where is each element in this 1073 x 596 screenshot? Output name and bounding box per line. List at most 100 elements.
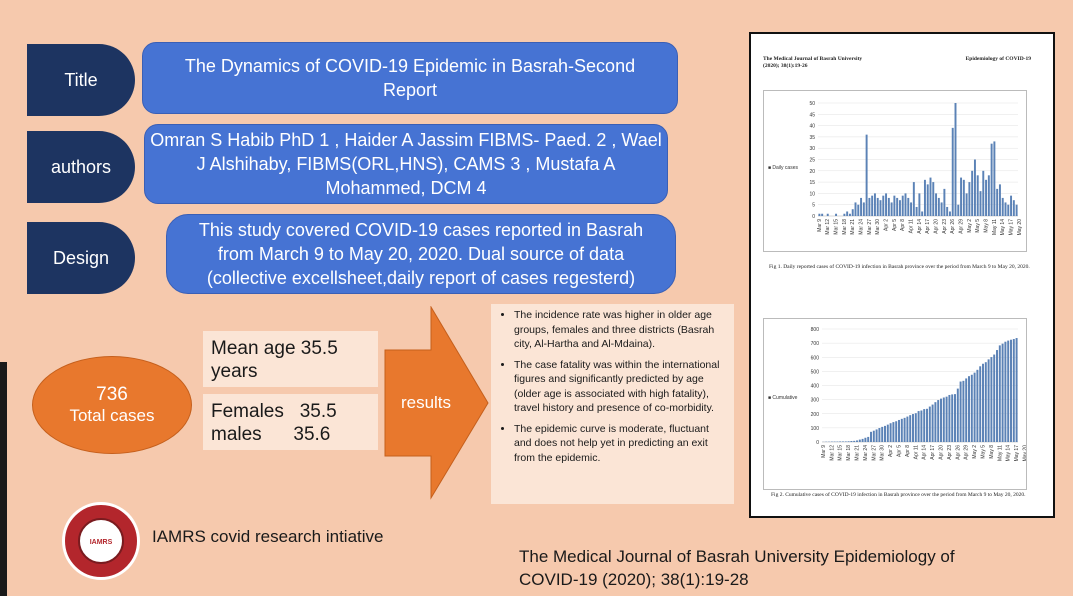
y-tick-label: 800: [811, 327, 820, 333]
bar: [890, 202, 893, 216]
bar: [889, 423, 892, 442]
bar: [996, 350, 998, 442]
bar: [910, 202, 913, 216]
bar: [900, 418, 903, 442]
y-tick-label: 10: [809, 191, 815, 197]
bar: [973, 372, 976, 442]
total-cases-label: Total cases: [69, 406, 155, 425]
bar: [851, 209, 854, 216]
bar: [987, 175, 990, 216]
bar: [886, 424, 889, 442]
bar: [931, 404, 934, 442]
design-line-2: from March 9 to May 20, 2020. Dual sourc…: [217, 244, 625, 264]
fig1-legend: ■ Daily cases: [768, 165, 798, 171]
bar: [951, 394, 954, 442]
results-arrow: results: [384, 306, 489, 500]
bar: [942, 397, 945, 442]
x-tick-label: May 20: [1017, 219, 1023, 236]
bar: [940, 202, 943, 216]
y-tick-label: 40: [809, 124, 815, 130]
x-tick-label: Apr 29: [959, 219, 965, 234]
x-tick-label: Apr 23: [942, 219, 948, 234]
bar: [906, 416, 909, 442]
fig2-legend: ■ Cumulative: [768, 395, 798, 401]
bar: [861, 438, 864, 442]
bar: [915, 206, 918, 216]
bar: [940, 398, 942, 442]
x-tick-label: May 14: [1000, 219, 1006, 236]
x-tick-label: Apr 14: [922, 445, 928, 460]
bar: [853, 440, 856, 442]
bar: [982, 170, 985, 216]
y-tick-label: 35: [809, 135, 815, 141]
bar: [976, 175, 979, 216]
title-line-2: Report: [382, 80, 438, 100]
bar: [903, 417, 906, 442]
bar: [912, 182, 915, 216]
bar: [909, 415, 912, 442]
bar: [818, 213, 821, 216]
females-value: 35.5: [299, 401, 337, 422]
bar: [846, 211, 849, 216]
bar: [912, 414, 914, 442]
bar: [887, 197, 890, 216]
bar: [860, 197, 863, 216]
bar: [968, 182, 971, 216]
x-tick-label: Apr 20: [934, 219, 940, 234]
y-tick-label: 600: [811, 355, 820, 361]
bar: [914, 413, 917, 442]
y-tick-label: 20: [809, 169, 815, 175]
x-tick-label: Mar 18: [842, 219, 848, 235]
paper-excerpt: The Medical Journal of Basrah University…: [749, 32, 1055, 518]
logo-inner-circle: [78, 518, 124, 564]
bar: [918, 193, 921, 216]
bar: [895, 421, 898, 442]
x-tick-label: Mar 24: [863, 445, 869, 461]
bar: [862, 202, 865, 216]
bar: [948, 394, 951, 442]
y-tick-label: 500: [811, 369, 820, 375]
bar: [842, 441, 844, 442]
bar: [826, 213, 829, 216]
bar: [973, 159, 976, 216]
x-tick-label: Mar 27: [867, 219, 873, 235]
x-tick-label: May 5: [981, 445, 987, 459]
x-tick-label: Mar 18: [846, 445, 852, 461]
bar: [971, 170, 974, 216]
x-tick-label: Apr 20: [939, 445, 945, 460]
x-tick-label: Apr 5: [892, 219, 898, 231]
bar: [1001, 197, 1004, 216]
total-cases-value: 736: [96, 384, 128, 405]
bar: [962, 380, 965, 442]
x-tick-label: Mar 21: [850, 219, 856, 235]
bar: [821, 213, 824, 216]
bar: [929, 177, 932, 216]
design-label-text: Design: [52, 247, 110, 268]
authors-line-3: Mohammed, DCM 4: [325, 178, 487, 198]
bar: [871, 195, 874, 216]
iamrs-logo: IAMRS: [62, 502, 140, 580]
bar: [943, 188, 946, 216]
x-tick-label: Apr 26: [950, 219, 956, 234]
bar: [901, 195, 904, 216]
bar: [993, 354, 996, 442]
bar: [937, 197, 940, 216]
bar: [965, 378, 968, 442]
bar: [879, 200, 882, 216]
bar: [835, 213, 838, 216]
bar: [948, 211, 951, 216]
bar: [923, 179, 926, 216]
bar: [932, 182, 935, 216]
bar: [917, 411, 920, 442]
org-name: IAMRS covid research intiative: [152, 527, 384, 546]
bar: [945, 396, 948, 442]
y-tick-label: 400: [811, 384, 820, 390]
x-tick-label: May 8: [989, 445, 995, 459]
x-tick-label: Apr 17: [925, 219, 931, 234]
design-line-3: (collective excellsheet,daily report of …: [206, 268, 636, 288]
bar: [892, 422, 895, 442]
bar: [985, 179, 988, 216]
bar: [954, 394, 956, 442]
